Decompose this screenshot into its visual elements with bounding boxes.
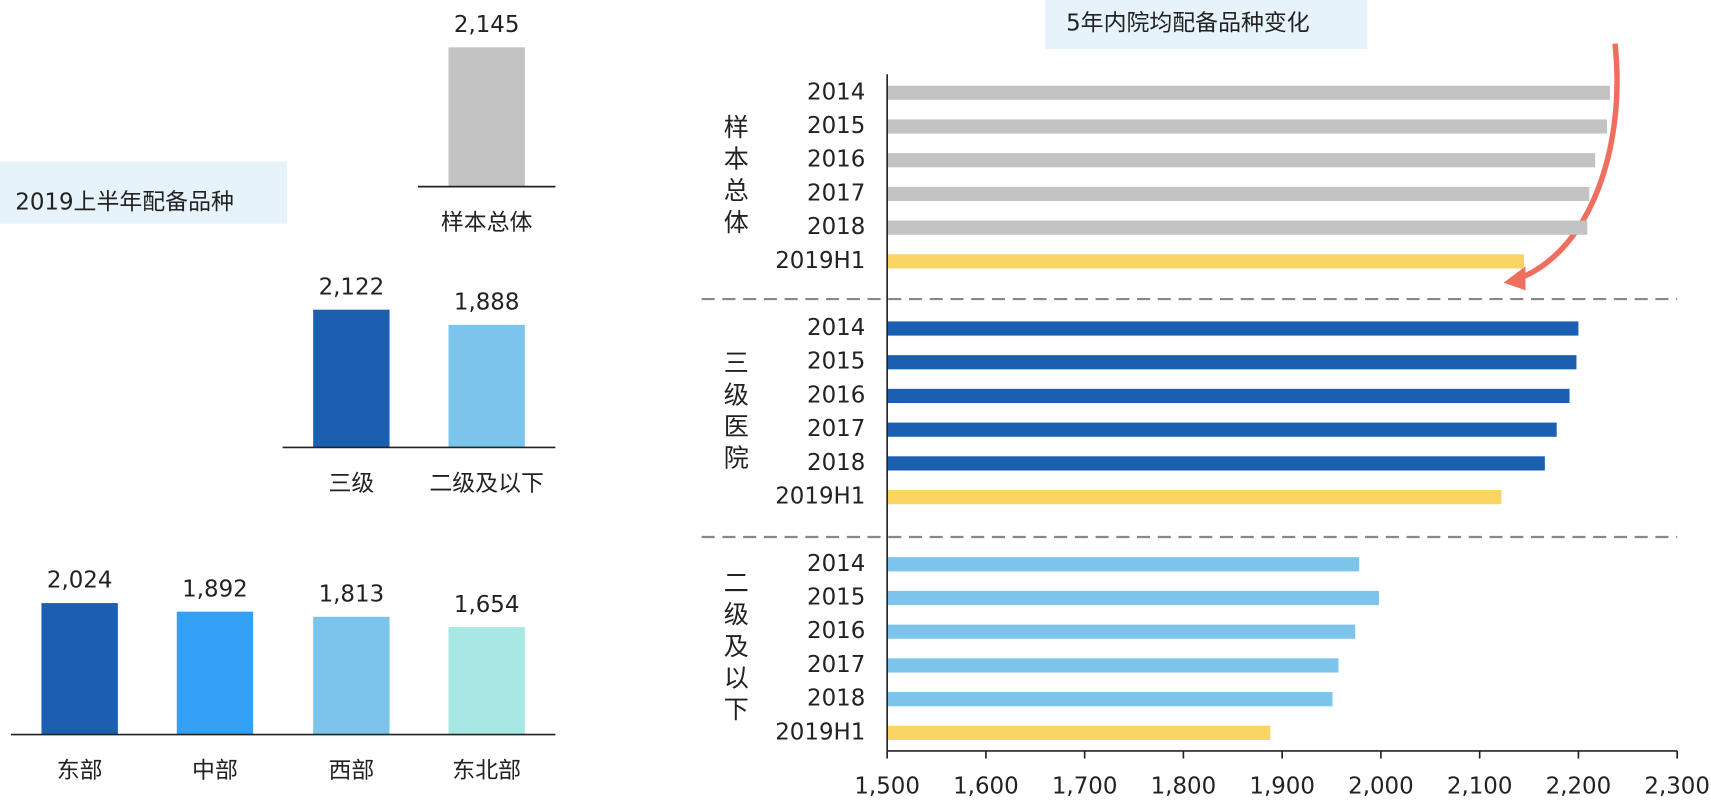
value-label: 2,122 [319,274,385,300]
bar [887,85,1611,100]
y-tick-label: 2017 [807,180,865,206]
x-tick-label: 1,700 [1052,773,1118,799]
value-label: 1,892 [182,576,248,602]
bar [887,590,1379,606]
y-tick-label: 2015 [807,584,865,610]
x-tick-label: 东部 [57,758,103,784]
bar [313,616,390,735]
y-tick-label: 2016 [807,382,865,408]
x-tick-label: 2,300 [1644,773,1710,799]
bar [887,422,1557,437]
x-tick-label: 1,500 [854,773,920,799]
value-label: 2,024 [47,568,113,594]
y-tick-label: 2019H1 [775,484,865,510]
bar [176,611,254,735]
bar [41,603,118,735]
bar [448,627,525,735]
y-tick-label: 2016 [807,147,865,173]
bar [313,309,390,448]
chart-title: 2019上半年配备品种 [15,190,234,216]
x-tick-label: 1,800 [1151,773,1217,799]
y-tick-label: 2015 [807,113,865,139]
group-label: 二级及以下 [720,569,749,727]
bar [887,725,1271,740]
x-tick-label: 东北部 [452,758,521,784]
bar [887,557,1360,572]
title-box [1045,0,1368,50]
value-label: 1,888 [454,290,520,316]
bar [887,658,1339,673]
x-tick-label: 二级及以下 [429,471,544,497]
x-tick-label: 三级 [328,471,374,497]
arrow [1515,43,1620,282]
x-tick-label: 1,600 [953,773,1019,799]
y-tick-label: 2018 [807,214,865,240]
y-tick-label: 2017 [807,416,865,442]
x-tick-label: 2,100 [1447,773,1513,799]
y-tick-label: 2019H1 [775,719,865,745]
y-tick-label: 2018 [807,686,865,712]
bar [887,220,1588,235]
y-tick-label: 2019H1 [775,248,865,274]
y-tick-label: 2014 [807,79,865,105]
bar [887,490,1502,505]
bar [887,692,1333,707]
value-label: 1,654 [454,592,520,618]
group-label: 三级医院 [720,350,749,477]
y-tick-label: 2015 [807,349,865,375]
x-tick-label: 1,900 [1249,773,1315,799]
y-tick-label: 2017 [807,652,865,678]
bar [448,324,525,448]
group-label: 样本总体 [720,114,749,241]
bar [448,47,525,187]
x-tick-label: 2,200 [1546,773,1612,799]
bar [887,119,1608,134]
bar [887,388,1570,404]
bar [887,321,1579,336]
bar [887,153,1596,168]
x-tick-label: 2,000 [1348,773,1414,799]
title-box [0,161,287,224]
value-label: 2,145 [454,12,520,38]
x-tick-label: 样本总体 [441,210,533,236]
y-tick-label: 2014 [807,315,865,341]
y-tick-label: 2018 [807,450,865,476]
bar [887,624,1356,639]
x-tick-label: 西部 [328,758,374,784]
y-tick-label: 2014 [807,551,865,577]
bar [887,355,1577,370]
bar [887,456,1545,471]
chart-title: 5年内院均配备品种变化 [1066,11,1310,37]
y-tick-label: 2016 [807,618,865,644]
x-tick-label: 中部 [192,758,238,784]
bar [887,186,1590,202]
value-label: 1,813 [319,581,385,607]
arrow-head [1503,266,1526,291]
bar [887,254,1525,269]
